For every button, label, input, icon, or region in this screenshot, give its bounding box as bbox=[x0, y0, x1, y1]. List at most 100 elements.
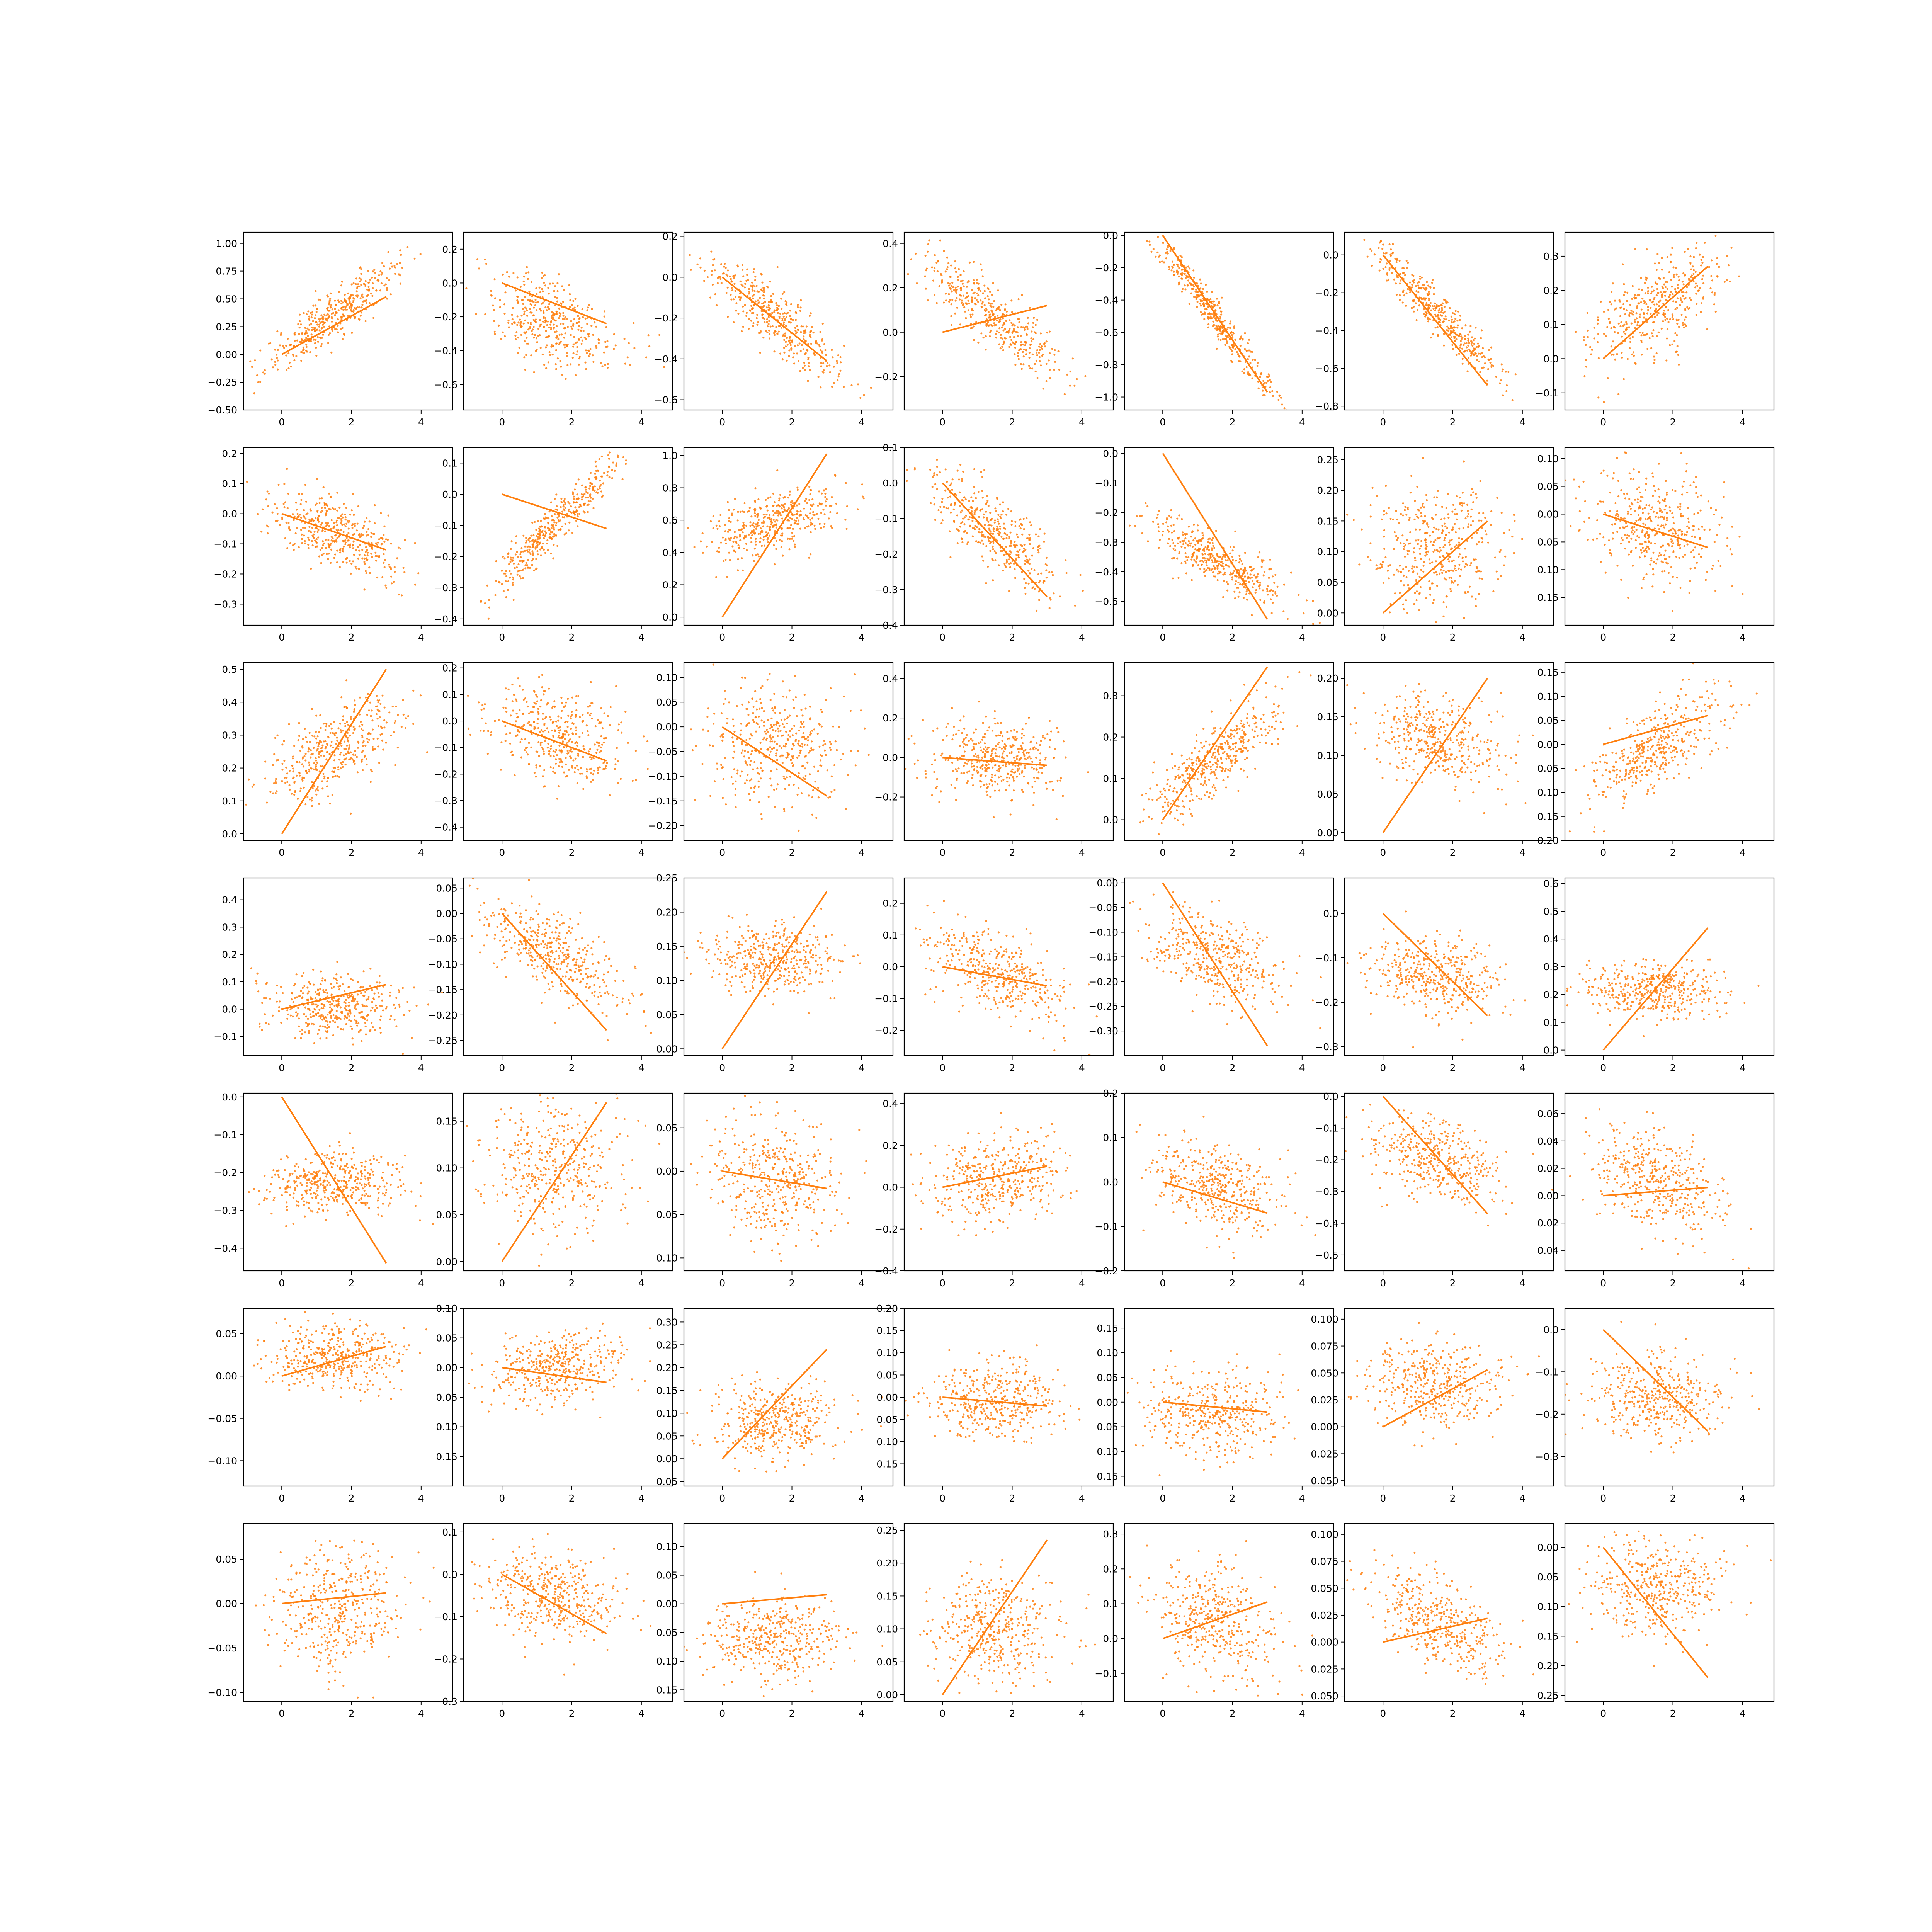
scatter-point bbox=[1624, 333, 1627, 335]
scatter-point bbox=[1251, 351, 1253, 353]
scatter-point bbox=[1232, 332, 1235, 335]
scatter-point bbox=[999, 526, 1001, 528]
scatter-point bbox=[1210, 313, 1212, 315]
scatter-point bbox=[1713, 303, 1715, 306]
scatter-point bbox=[972, 325, 975, 328]
scatter-point bbox=[515, 289, 517, 292]
scatter-point bbox=[1623, 294, 1625, 296]
scatter-point bbox=[522, 280, 525, 283]
scatter-point bbox=[1650, 307, 1652, 309]
scatter-point bbox=[366, 288, 369, 291]
scatter-point bbox=[1177, 265, 1179, 268]
y-tick-label: −0.6 bbox=[1315, 363, 1338, 374]
scatter-point bbox=[1173, 557, 1175, 559]
scatter-point bbox=[308, 328, 310, 331]
scatter-point bbox=[1002, 537, 1004, 540]
scatter-point bbox=[537, 520, 539, 522]
scatter-point bbox=[1423, 284, 1425, 286]
scatter-point bbox=[1643, 334, 1645, 336]
scatter-point bbox=[1264, 382, 1266, 384]
scatter-point bbox=[1033, 316, 1035, 319]
scatter-point bbox=[775, 540, 777, 542]
scatter-point bbox=[1695, 282, 1697, 285]
scatter-point bbox=[819, 503, 821, 505]
scatter-point bbox=[294, 340, 296, 342]
scatter-point bbox=[791, 532, 793, 534]
scatter-point bbox=[1231, 361, 1233, 363]
scatter-point bbox=[358, 285, 361, 288]
scatter-point bbox=[906, 469, 908, 471]
scatter-point bbox=[1019, 518, 1022, 520]
scatter-point bbox=[512, 576, 514, 578]
scatter-point bbox=[1030, 337, 1032, 340]
scatter-point bbox=[749, 525, 752, 527]
scatter-point bbox=[254, 359, 256, 362]
scatter-point bbox=[627, 442, 629, 444]
scatter-point bbox=[832, 356, 834, 359]
scatter-point bbox=[1040, 346, 1043, 349]
scatter-point bbox=[821, 322, 824, 325]
scatter-point bbox=[994, 316, 996, 318]
scatter-point bbox=[541, 296, 544, 298]
scatter-point bbox=[981, 303, 983, 305]
scatter-point bbox=[1443, 311, 1446, 313]
scatter-point bbox=[514, 553, 517, 556]
scatter-point bbox=[363, 557, 366, 560]
scatter-point bbox=[330, 528, 332, 530]
scatter-point bbox=[600, 362, 602, 364]
scatter-point bbox=[565, 378, 567, 380]
scatter-point bbox=[1251, 377, 1253, 379]
scatter-point bbox=[715, 524, 718, 527]
scatter-point bbox=[361, 304, 364, 306]
scatter-point bbox=[1663, 310, 1665, 312]
scatter-point bbox=[1201, 313, 1203, 316]
scatter-point bbox=[803, 362, 805, 364]
scatter-point bbox=[544, 530, 546, 532]
scatter-point bbox=[548, 529, 551, 531]
scatter-point bbox=[1672, 318, 1674, 321]
scatter-point bbox=[751, 531, 753, 533]
scatter-point bbox=[325, 503, 328, 505]
scatter-point bbox=[1701, 262, 1704, 264]
scatter-point bbox=[1607, 318, 1610, 320]
scatter-point bbox=[527, 271, 530, 274]
scatter-point bbox=[1413, 299, 1415, 301]
scatter-point bbox=[303, 509, 305, 511]
scatter-point bbox=[304, 527, 306, 529]
scatter-point bbox=[543, 537, 545, 539]
scatter-point bbox=[1031, 353, 1034, 355]
scatter-point bbox=[1694, 270, 1697, 273]
scatter-point bbox=[342, 301, 344, 304]
scatter-point bbox=[1392, 252, 1394, 254]
scatter-point bbox=[791, 536, 794, 538]
scatter-point bbox=[782, 315, 785, 318]
scatter-point bbox=[313, 533, 315, 536]
scatter-point bbox=[536, 538, 539, 541]
scatter-point bbox=[611, 477, 613, 480]
scatter-point bbox=[563, 533, 566, 536]
scatter-point bbox=[1197, 294, 1199, 296]
scatter-point bbox=[541, 303, 543, 305]
scatter-point bbox=[584, 486, 587, 488]
scatter-point bbox=[985, 510, 987, 513]
scatter-point bbox=[520, 547, 523, 549]
scatter-point bbox=[1634, 327, 1636, 329]
scatter-point bbox=[578, 325, 580, 327]
y-tick-label: −0.2 bbox=[874, 371, 898, 383]
scatter-point bbox=[309, 312, 312, 314]
scatter-point bbox=[995, 552, 997, 554]
y-tick-label: 0.4 bbox=[662, 547, 678, 558]
scatter-point bbox=[1234, 348, 1236, 350]
scatter-point bbox=[533, 306, 535, 309]
scatter-point bbox=[1037, 573, 1039, 575]
scatter-point bbox=[527, 566, 530, 569]
scatter-point bbox=[1646, 248, 1648, 251]
scatter-point bbox=[1026, 334, 1028, 336]
scatter-point bbox=[749, 521, 752, 524]
scatter-point bbox=[292, 513, 294, 515]
scatter-point bbox=[916, 282, 918, 284]
scatter-point bbox=[1048, 571, 1051, 573]
scatter-point bbox=[741, 557, 743, 560]
scatter-point bbox=[380, 512, 382, 514]
y-tick-label: −0.2 bbox=[1095, 262, 1118, 274]
